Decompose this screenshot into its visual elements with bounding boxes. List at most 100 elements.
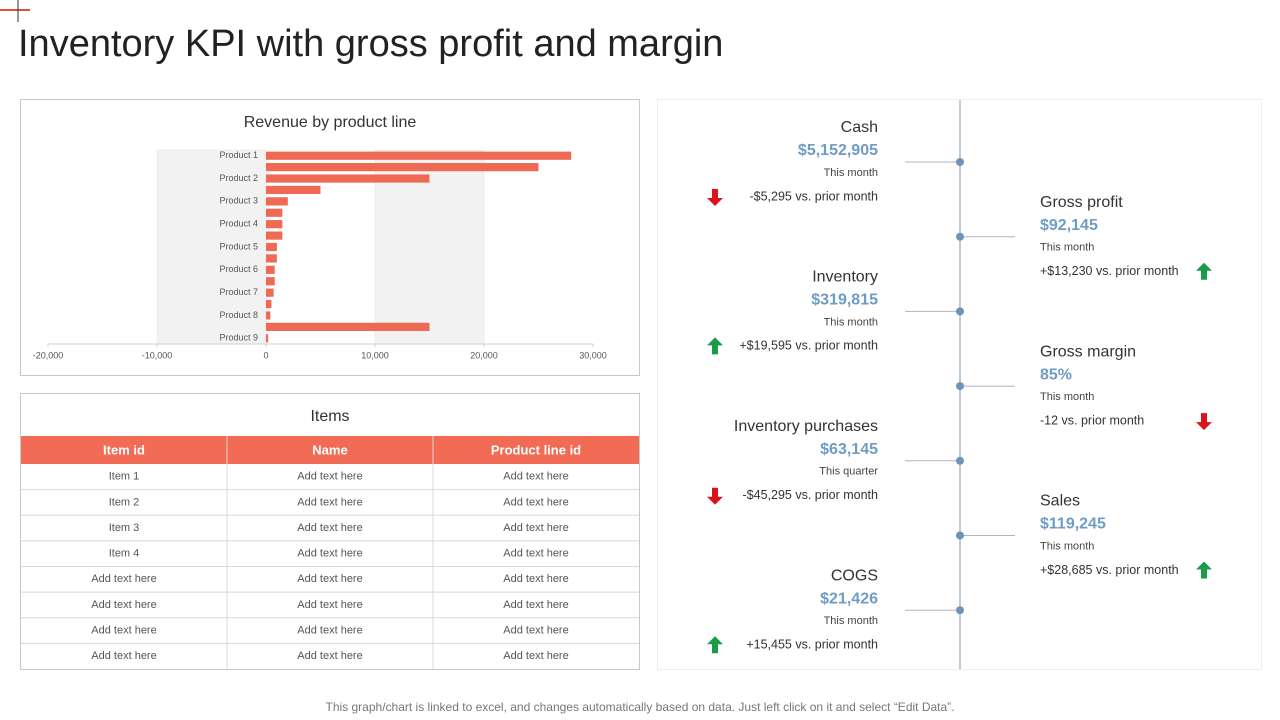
timeline-dot (956, 158, 964, 166)
table-cell: Add text here (297, 624, 362, 636)
bar (266, 299, 272, 309)
timeline-dot (956, 531, 964, 540)
kpi-change: -$5,295 vs. prior month (749, 189, 878, 203)
kpi-value: $63,145 (820, 441, 878, 458)
kpi-value: $92,145 (1040, 217, 1098, 234)
kpi-value: 85% (1040, 366, 1072, 383)
kpi-period: This month (1040, 540, 1094, 552)
table-cell: Add text here (297, 522, 362, 534)
kpi-change: +15,455 vs. prior month (746, 637, 878, 651)
chart-title: Revenue by product line (244, 114, 417, 131)
bar (266, 220, 283, 229)
table-cell: Add text here (91, 624, 156, 636)
y-tick-label: Product 2 (219, 173, 258, 183)
column-header: Item id (103, 442, 145, 457)
bar (266, 242, 277, 252)
y-tick-label: Product 4 (219, 219, 258, 229)
timeline-dot (956, 307, 964, 316)
table-cell: Add text here (297, 599, 362, 611)
kpi-title: Cash (841, 119, 878, 136)
bar (266, 322, 430, 331)
kpi-value: $5,152,905 (798, 142, 878, 159)
timeline-dot (956, 606, 964, 615)
table-cell: Item 1 (109, 471, 140, 483)
table-cell: Add text here (297, 471, 362, 483)
table-cell: Add text here (503, 548, 568, 560)
bar (266, 311, 271, 320)
y-tick-label: Product 6 (219, 264, 258, 274)
arrow-down (707, 189, 723, 206)
table-cell: Add text here (91, 599, 156, 611)
table-cell: Item 2 (109, 496, 140, 508)
kpi-title: Gross profit (1040, 194, 1123, 211)
slide-title: Inventory KPI with gross profit and marg… (18, 23, 723, 65)
kpi-title: Sales (1040, 493, 1080, 510)
timeline-dot (956, 456, 964, 465)
footer-note: This graph/chart is linked to excel, and… (326, 700, 955, 714)
timeline-dot (956, 382, 964, 391)
bar (266, 197, 288, 206)
kpi-change: +$28,685 vs. prior month (1040, 563, 1179, 577)
table-cell: Add text here (503, 624, 568, 636)
table-cell: Add text here (503, 496, 568, 508)
table-cell: Add text here (91, 650, 156, 662)
x-tick-label: -20,000 (33, 350, 64, 360)
table-cell: Add text here (91, 573, 156, 585)
kpi-title: COGS (831, 567, 878, 584)
kpi-title: Gross margin (1040, 343, 1136, 360)
bar (266, 288, 274, 297)
arrow-down (1196, 413, 1212, 431)
bar (266, 277, 275, 286)
table-cell: Item 4 (109, 548, 140, 560)
kpi-change: +$13,230 vs. prior month (1040, 264, 1179, 278)
kpi-value: $319,815 (811, 292, 878, 309)
y-tick-label: Product 3 (219, 196, 258, 206)
bar (266, 208, 283, 217)
bar (266, 231, 283, 240)
arrow-up (1196, 561, 1212, 579)
y-tick-label: Product 1 (219, 150, 258, 160)
kpi-title: Inventory purchases (734, 418, 878, 435)
bar (266, 174, 430, 183)
kpi-change: -$45,295 vs. prior month (743, 488, 879, 502)
table-cell: Add text here (503, 471, 568, 483)
table-cell: Add text here (297, 650, 362, 662)
kpi-period: This month (824, 615, 878, 627)
kpi-period: This month (824, 316, 878, 328)
kpi-period: This month (824, 167, 878, 179)
bar (266, 334, 269, 343)
table-cell: Add text here (503, 650, 568, 662)
table-cell: Add text here (503, 599, 568, 611)
kpi-change: +$19,595 vs. prior month (739, 339, 878, 353)
arrow-down (707, 487, 723, 505)
column-header: Product line id (491, 442, 581, 457)
y-tick-label: Product 9 (219, 333, 258, 343)
x-tick-label: -10,000 (142, 350, 173, 360)
table-cell: Add text here (297, 496, 362, 508)
table-cell: Item 3 (109, 522, 140, 534)
chart-panel (20, 99, 640, 376)
kpi-title: Inventory (812, 269, 878, 286)
x-tick-label: 30,000 (579, 350, 607, 360)
x-tick-label: 20,000 (470, 350, 498, 360)
bar (266, 151, 572, 160)
kpi-period: This month (1040, 242, 1094, 254)
table-title: Items (310, 408, 349, 425)
table-cell: Add text here (297, 548, 362, 560)
arrow-up (1196, 262, 1212, 280)
bar (266, 185, 321, 195)
grid-band (156, 149, 267, 345)
table-cell: Add text here (297, 573, 362, 585)
kpi-value: $21,426 (820, 590, 878, 607)
y-tick-label: Product 8 (219, 310, 258, 320)
bar (266, 163, 539, 172)
y-tick-label: Product 5 (219, 241, 258, 251)
bar (266, 265, 275, 274)
arrow-up (707, 337, 723, 355)
bar (266, 254, 277, 263)
kpi-period: This month (1040, 391, 1094, 403)
x-tick-label: 10,000 (361, 350, 389, 360)
table-header (21, 436, 639, 464)
kpi-value: $119,245 (1040, 516, 1106, 533)
